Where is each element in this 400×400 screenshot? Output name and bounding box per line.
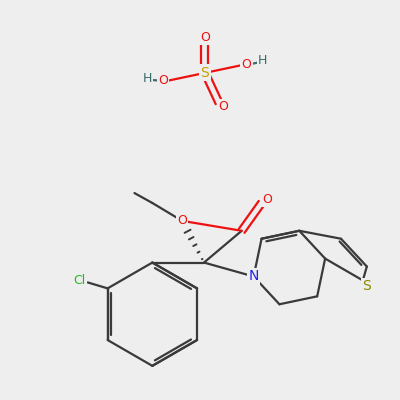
- Text: H: H: [143, 72, 152, 85]
- Text: N: N: [248, 270, 259, 284]
- Text: Cl: Cl: [74, 274, 86, 287]
- Text: O: O: [218, 100, 228, 113]
- Text: O: O: [200, 31, 210, 44]
- Text: O: O: [242, 58, 252, 72]
- Text: O: O: [262, 192, 272, 206]
- Text: S: S: [362, 279, 371, 293]
- Text: O: O: [158, 74, 168, 87]
- Text: O: O: [177, 214, 187, 227]
- Text: S: S: [200, 66, 209, 80]
- Text: H: H: [258, 54, 267, 68]
